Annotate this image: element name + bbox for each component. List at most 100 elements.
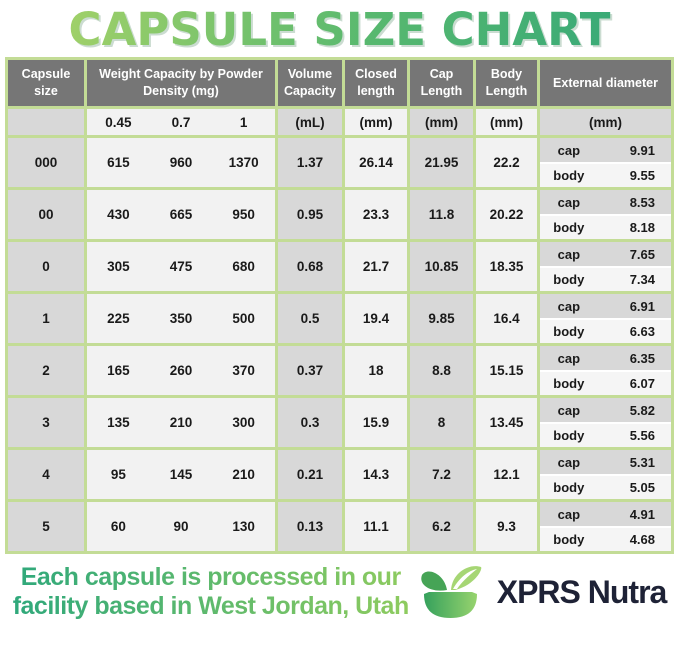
weight-density-045-value: 165 bbox=[107, 363, 130, 379]
table-row: 2 165 260 370 0.37 18 8.8 15.15 cap 6.35… bbox=[8, 346, 671, 396]
volume-capacity-cell: 0.13 bbox=[278, 502, 342, 552]
external-body-value: 4.68 bbox=[629, 532, 655, 547]
body-length-cell: 16.4 bbox=[476, 294, 537, 344]
body-length-cell: 20.22 bbox=[476, 190, 537, 240]
header-closed-length: Closed length bbox=[345, 60, 407, 107]
body-length-cell: 15.15 bbox=[476, 346, 537, 396]
external-cap-label: cap bbox=[557, 402, 581, 418]
external-body-label: body bbox=[553, 168, 585, 183]
weight-density-1-value: 300 bbox=[232, 415, 255, 431]
closed-length-cell: 14.3 bbox=[345, 450, 407, 500]
header-cap-length: Cap Length bbox=[410, 60, 473, 107]
external-cap-row: cap 4.91 bbox=[540, 502, 671, 526]
weight-capacity-cell: 135 210 300 bbox=[87, 398, 275, 448]
external-cap-label: cap bbox=[557, 142, 581, 158]
header-body-length: Body Length bbox=[476, 60, 537, 107]
weight-density-07-value: 665 bbox=[169, 207, 193, 223]
cap-length-cell: 11.8 bbox=[410, 190, 473, 240]
external-body-row: body 6.63 bbox=[540, 319, 671, 344]
external-body-value: 5.56 bbox=[629, 428, 655, 443]
weight-density-045-value: 430 bbox=[107, 207, 130, 223]
external-body-row: body 8.18 bbox=[540, 215, 671, 240]
volume-capacity-cell: 0.5 bbox=[278, 294, 342, 344]
external-body-row: body 5.05 bbox=[540, 475, 671, 500]
external-body-label: body bbox=[553, 272, 585, 287]
footer: Each capsule is processed in our facilit… bbox=[0, 563, 679, 621]
external-body-value: 8.18 bbox=[629, 220, 655, 235]
subheader-body-unit: (mm) bbox=[476, 109, 537, 136]
subheader-densities: 0.45 0.7 1 bbox=[87, 109, 275, 136]
weight-density-1-value: 130 bbox=[232, 519, 255, 535]
weight-density-045-value: 60 bbox=[110, 519, 126, 535]
cap-length-cell: 10.85 bbox=[410, 242, 473, 292]
body-length-cell: 13.45 bbox=[476, 398, 537, 448]
weight-capacity-cell: 165 260 370 bbox=[87, 346, 275, 396]
footer-tagline-line1: Each capsule is processed in our bbox=[20, 563, 401, 592]
external-cap-row: cap 8.53 bbox=[540, 190, 671, 214]
external-cap-value: 8.53 bbox=[629, 194, 655, 210]
table-row: 0 305 475 680 0.68 21.7 10.85 18.35 cap … bbox=[8, 242, 671, 292]
external-cap-row: cap 6.91 bbox=[540, 294, 671, 318]
external-cap-label: cap bbox=[557, 350, 581, 366]
volume-capacity-cell: 0.68 bbox=[278, 242, 342, 292]
external-body-value: 9.55 bbox=[629, 168, 655, 183]
volume-capacity-cell: 1.37 bbox=[278, 138, 342, 188]
brand-lockup: XPRS Nutra bbox=[417, 563, 667, 621]
external-cap-label: cap bbox=[557, 246, 581, 262]
weight-density-1-value: 370 bbox=[232, 363, 255, 379]
weight-density-07-value: 350 bbox=[169, 311, 193, 327]
body-length-cell: 22.2 bbox=[476, 138, 537, 188]
capsule-size-cell: 00 bbox=[8, 190, 84, 240]
weight-density-1-value: 500 bbox=[232, 311, 255, 327]
external-cap-row: cap 9.91 bbox=[540, 138, 671, 162]
capsule-size-cell: 4 bbox=[8, 450, 84, 500]
external-diameter-cell: cap 6.91 body 6.63 bbox=[540, 294, 671, 344]
capsule-size-cell: 3 bbox=[8, 398, 84, 448]
capsule-size-cell: 5 bbox=[8, 502, 84, 552]
weight-capacity-cell: 60 90 130 bbox=[87, 502, 275, 552]
body-length-cell: 9.3 bbox=[476, 502, 537, 552]
weight-density-07-value: 210 bbox=[169, 415, 193, 431]
weight-density-045-value: 135 bbox=[107, 415, 130, 431]
capsule-size-table: Capsule size Weight Capacity by Powder D… bbox=[5, 57, 674, 555]
volume-capacity-cell: 0.3 bbox=[278, 398, 342, 448]
density-1: 1 bbox=[239, 114, 248, 130]
external-body-label: body bbox=[553, 532, 585, 547]
external-cap-value: 6.35 bbox=[629, 350, 655, 366]
logo-leaf-left bbox=[420, 571, 447, 591]
subheader-external-unit: (mm) bbox=[540, 109, 671, 136]
cap-length-cell: 21.95 bbox=[410, 138, 473, 188]
weight-density-045-value: 225 bbox=[107, 311, 130, 327]
closed-length-cell: 19.4 bbox=[345, 294, 407, 344]
external-cap-label: cap bbox=[557, 194, 581, 210]
external-diameter-cell: cap 9.91 body 9.55 bbox=[540, 138, 671, 188]
cap-length-cell: 8 bbox=[410, 398, 473, 448]
capsule-size-cell: 0 bbox=[8, 242, 84, 292]
external-body-value: 6.07 bbox=[629, 376, 655, 391]
external-cap-row: cap 5.31 bbox=[540, 450, 671, 474]
external-body-label: body bbox=[553, 480, 585, 495]
weight-density-07-value: 475 bbox=[169, 259, 193, 275]
external-diameter-cell: cap 5.82 body 5.56 bbox=[540, 398, 671, 448]
external-cap-label: cap bbox=[557, 298, 581, 314]
density-07: 0.7 bbox=[171, 114, 191, 130]
volume-capacity-cell: 0.95 bbox=[278, 190, 342, 240]
weight-capacity-cell: 305 475 680 bbox=[87, 242, 275, 292]
table-row: 00 430 665 950 0.95 23.3 11.8 20.22 cap … bbox=[8, 190, 671, 240]
external-body-label: body bbox=[553, 376, 585, 391]
logo-bowl bbox=[423, 592, 477, 619]
closed-length-cell: 21.7 bbox=[345, 242, 407, 292]
cap-length-cell: 9.85 bbox=[410, 294, 473, 344]
external-diameter-cell: cap 5.31 body 5.05 bbox=[540, 450, 671, 500]
closed-length-cell: 23.3 bbox=[345, 190, 407, 240]
capsule-size-cell: 000 bbox=[8, 138, 84, 188]
weight-density-045-value: 95 bbox=[110, 467, 126, 483]
header-capsule-size: Capsule size bbox=[8, 60, 84, 107]
weight-density-045-value: 615 bbox=[107, 155, 130, 171]
table-subheader-row: 0.45 0.7 1 (mL) (mm) (mm) (mm) (mm) bbox=[8, 109, 671, 136]
xprs-nutra-logo-icon bbox=[420, 566, 482, 619]
table-row: 000 615 960 1370 1.37 26.14 21.95 22.2 c… bbox=[8, 138, 671, 188]
capsule-size-cell: 2 bbox=[8, 346, 84, 396]
volume-capacity-cell: 0.37 bbox=[278, 346, 342, 396]
page-title: CAPSULE SIZE CHART bbox=[0, 6, 679, 54]
